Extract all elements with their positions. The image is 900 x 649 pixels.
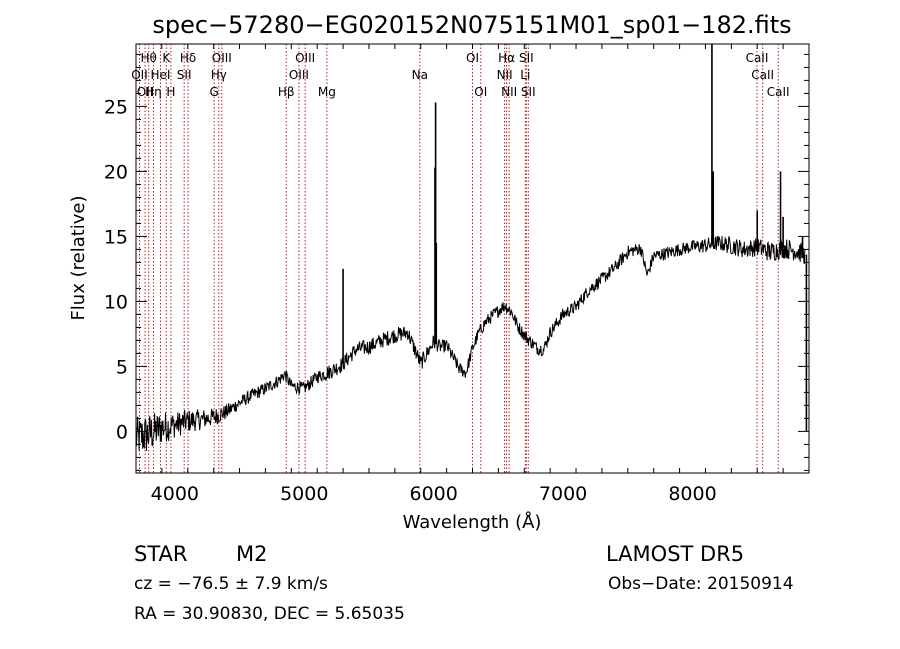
y-tick-label: 25	[104, 96, 128, 118]
line-label-17: OI	[466, 51, 479, 65]
y-tick-label: 15	[104, 226, 128, 248]
y-tick-label: 20	[104, 161, 128, 183]
object-class-label: STAR	[134, 542, 187, 566]
line-label-1: OII	[137, 85, 154, 99]
line-label-23: Li	[520, 68, 530, 82]
line-label-12: Hβ	[278, 85, 295, 99]
y-axis-label: Flux (relative)	[68, 195, 89, 320]
coordinates-text: RA = 30.90830, DEC = 5.65035	[134, 604, 405, 624]
redshift-text: cz = −76.5 ± 7.9 km/s	[134, 574, 328, 594]
x-tick-label: 4000	[151, 483, 199, 505]
line-label-19: NII	[497, 68, 513, 82]
line-label-5: K	[162, 51, 171, 65]
spectral-line-labels: OIIOIIHθHηHeIKHSIIHδGHγOIIIHβOIIIOIIIMgN…	[131, 51, 789, 99]
line-label-14: OIII	[295, 51, 315, 65]
spectrum-line	[135, 235, 806, 451]
x-tick-label: 5000	[280, 483, 328, 505]
line-label-6: H	[166, 85, 175, 99]
y-tick-label: 10	[104, 291, 128, 313]
x-tick-label: 6000	[409, 483, 457, 505]
x-axis-label: Wavelength (Å)	[403, 511, 542, 533]
line-label-26: CaII	[751, 68, 774, 82]
object-subclass-label: M2	[236, 542, 267, 566]
line-label-21: NII	[501, 85, 517, 99]
line-label-22: SII	[519, 51, 534, 65]
line-label-7: SII	[177, 68, 192, 82]
survey-label: LAMOST DR5	[606, 542, 744, 566]
obs-date-text: Obs−Date: 20150914	[608, 574, 794, 594]
line-label-3: Hη	[145, 85, 162, 99]
line-label-2: Hθ	[140, 51, 156, 65]
chart-title: spec−57280−EG020152N075151M01_sp01−182.f…	[152, 11, 791, 39]
x-tick-label: 7000	[539, 483, 587, 505]
line-label-18: OI	[474, 85, 487, 99]
line-label-9: G	[210, 85, 219, 99]
line-label-15: Mg	[318, 85, 336, 99]
line-label-4: HeI	[150, 68, 170, 82]
line-label-24: SII	[521, 85, 536, 99]
line-label-16: Na	[412, 68, 428, 82]
line-label-27: CaII	[767, 85, 790, 99]
line-label-13: OIII	[289, 68, 309, 82]
y-axis-ticks: 0 5 10 15 20 25	[104, 53, 809, 471]
emission-spikes	[342, 44, 808, 432]
y-tick-label: 5	[116, 356, 128, 378]
line-label-11: OIII	[212, 51, 232, 65]
x-axis-ticks: 4000 5000 6000 7000 8000	[135, 44, 810, 505]
x-tick-label: 8000	[668, 483, 716, 505]
line-label-0: OII	[131, 68, 148, 82]
spectral-line-markers	[138, 44, 779, 473]
y-tick-label: 0	[116, 421, 128, 443]
line-label-25: CaII	[746, 51, 769, 65]
line-label-20: Hα	[498, 51, 515, 65]
line-label-8: Hδ	[180, 51, 196, 65]
line-label-10: Hγ	[211, 68, 227, 82]
